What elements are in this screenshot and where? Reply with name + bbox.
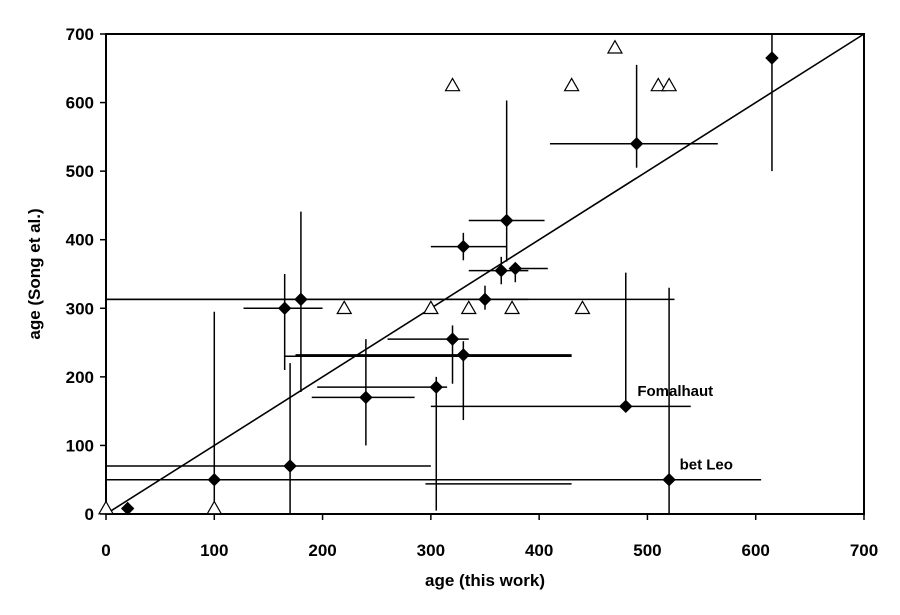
diamond-point <box>629 137 644 151</box>
y-tick-label: 500 <box>66 162 94 181</box>
triangle-point <box>206 500 223 515</box>
annotations: Fomalhaut bet Leo <box>637 383 733 473</box>
diamond-point <box>478 292 492 307</box>
x-tick-label: 500 <box>633 541 661 560</box>
triangle-point <box>460 300 477 315</box>
triangle-point <box>97 500 115 515</box>
triangle-point <box>574 300 591 315</box>
reference-line <box>105 33 865 515</box>
diamond-point <box>508 261 523 276</box>
y-tick-label: 0 <box>85 505 94 524</box>
point-annotation: Fomalhaut <box>637 383 713 400</box>
diamond-point <box>765 51 779 65</box>
diamond-point <box>445 332 460 346</box>
y-tick-label: 100 <box>66 436 94 455</box>
y-tick-label: 600 <box>66 94 94 113</box>
x-tick-label: 400 <box>525 541 553 560</box>
diamond-point <box>619 399 633 414</box>
diamond-point <box>499 213 514 228</box>
triangle-point <box>336 300 353 315</box>
diamond-point <box>120 501 135 516</box>
x-tick-label: 700 <box>850 541 878 560</box>
diamond-point <box>277 301 292 315</box>
triangle-point <box>650 77 667 92</box>
x-axis-label: age (this work) <box>425 571 545 590</box>
diamond-point <box>456 239 471 254</box>
x-tick-label: 0 <box>101 541 110 560</box>
diamond-point <box>359 390 373 405</box>
point-annotation: bet Leo <box>680 456 733 473</box>
x-tick-label: 200 <box>308 541 336 560</box>
triangle-point <box>661 77 678 92</box>
one-to-one-line <box>105 33 865 515</box>
triangle-point <box>606 39 623 54</box>
x-tick-label: 600 <box>742 541 770 560</box>
diamond-point <box>207 473 221 487</box>
diamond-point <box>429 380 443 394</box>
y-axis-label: age (Song et al.) <box>25 208 44 339</box>
triangle-point <box>422 300 439 315</box>
error-bars <box>106 34 773 515</box>
x-tick-label: 300 <box>417 541 445 560</box>
diamond-point <box>662 473 676 487</box>
triangle-point <box>563 77 580 92</box>
diamond-point <box>283 459 297 473</box>
x-tick-label: 100 <box>200 541 228 560</box>
y-axis-ticks: 0 100 200 300 400 500 600 700 <box>66 25 106 524</box>
triangle-point <box>444 77 461 92</box>
y-tick-label: 700 <box>66 25 94 44</box>
y-tick-label: 300 <box>66 299 94 318</box>
x-axis-ticks: 0 100 200 300 400 500 600 700 <box>101 514 878 560</box>
triangle-point <box>504 300 521 315</box>
diamond-point <box>456 348 471 362</box>
diamond-point <box>494 263 508 278</box>
y-tick-label: 400 <box>66 231 94 250</box>
y-tick-label: 200 <box>66 368 94 387</box>
diamond-point <box>294 292 308 307</box>
data-marks <box>97 39 779 516</box>
